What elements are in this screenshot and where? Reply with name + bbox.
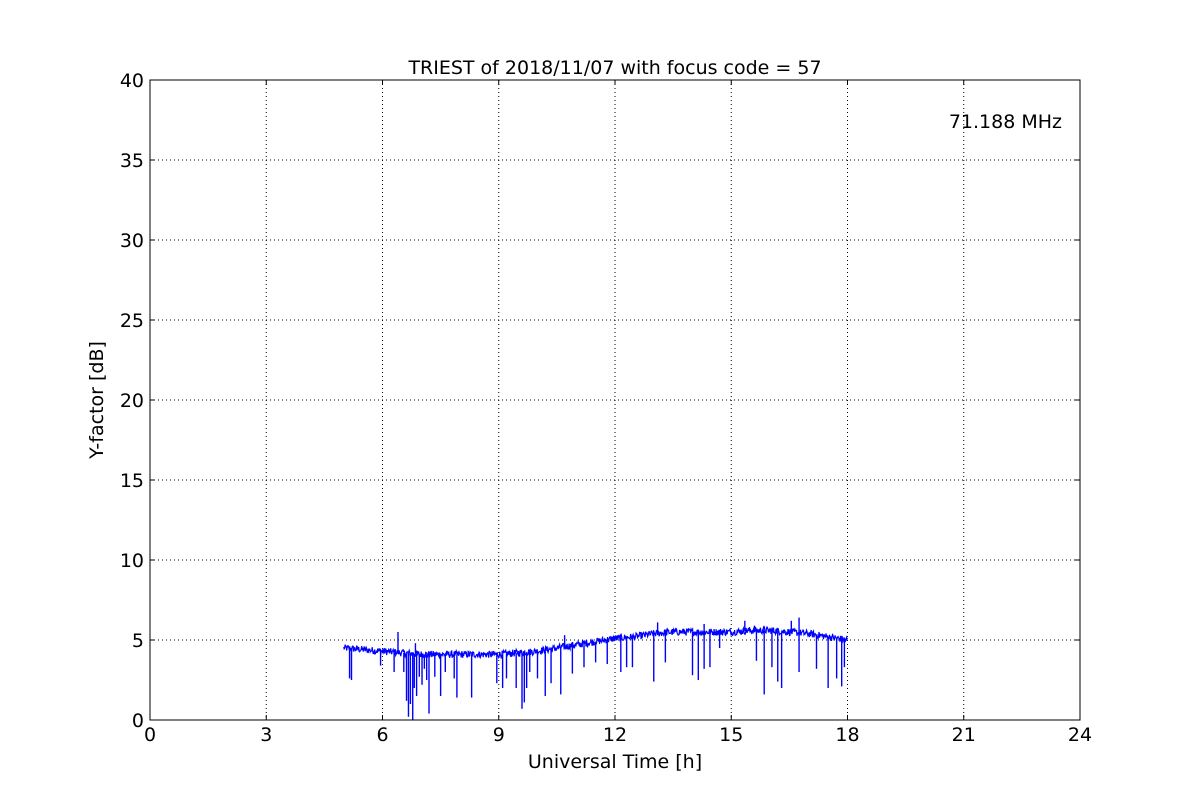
y-tick-label: 25 <box>120 310 144 332</box>
x-tick-label: 9 <box>493 724 505 746</box>
chart-title: TRIEST of 2018/11/07 with focus code = 5… <box>407 57 821 79</box>
y-tick-label: 10 <box>120 550 144 572</box>
x-tick-label: 12 <box>603 724 627 746</box>
x-tick-label: 21 <box>952 724 976 746</box>
x-axis-label: Universal Time [h] <box>528 751 702 773</box>
x-tick-label: 6 <box>376 724 388 746</box>
y-tick-label: 30 <box>120 230 144 252</box>
y-tick-label: 15 <box>120 470 144 492</box>
x-tick-label: 0 <box>144 724 156 746</box>
y-tick-labels: 0 5 10 15 20 25 30 35 40 <box>120 70 144 732</box>
x-tick-label: 15 <box>719 724 743 746</box>
y-tick-label: 40 <box>120 70 144 92</box>
plot-series <box>343 617 849 720</box>
y-tick-label: 35 <box>120 150 144 172</box>
x-tick-label: 18 <box>835 724 859 746</box>
y-tick-label: 20 <box>120 390 144 412</box>
axis-ticks <box>149 79 1081 721</box>
y-axis-label: Y-factor [dB] <box>86 341 108 460</box>
y-tick-label: 0 <box>132 710 144 732</box>
frequency-annotation: 71.188 MHz <box>949 111 1062 133</box>
y-tick-label: 5 <box>132 630 144 652</box>
x-tick-label: 24 <box>1068 724 1092 746</box>
x-tick-label: 3 <box>260 724 272 746</box>
x-tick-labels: 0 3 6 9 12 15 18 21 24 <box>144 724 1092 746</box>
